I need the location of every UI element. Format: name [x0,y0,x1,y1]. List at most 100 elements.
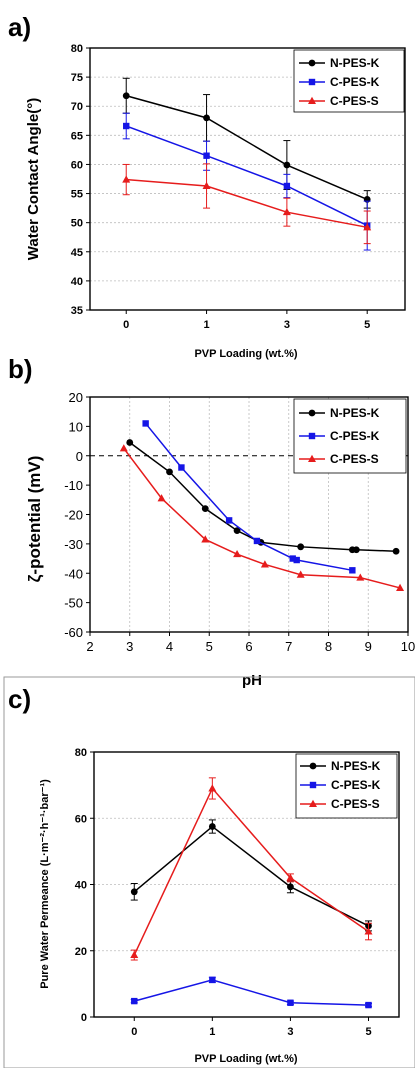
data-point-c-pes-k [294,557,300,563]
y-tick-label: 0 [76,449,83,464]
x-tick-label: 3 [284,319,290,331]
data-point-n-pes-k [297,543,304,550]
x-tick-label: 4 [166,639,173,654]
y-tick-label: 50 [71,218,83,230]
legend-marker-n-pes-k [310,763,317,770]
y-tick-label: -20 [64,508,83,523]
x-tick-label: 8 [325,639,332,654]
x-tick-label: 7 [285,639,292,654]
y-tick-label: 60 [75,813,87,825]
panel-b-y-ticks: -60 -50 -40 -30 -20 -10 0 10 20 [64,390,90,640]
legend-label-c-pes-k: C-PES-K [330,429,380,443]
legend-label-n-pes-k: N-PES-K [330,56,380,70]
legend-marker-c-pes-k [309,433,315,439]
data-point-n-pes-k [203,114,210,121]
data-point-n-pes-k [166,469,173,476]
legend-marker-n-pes-k [309,60,316,67]
legend-marker-n-pes-k [309,410,316,417]
panel-c-y-ticks: 0 20 40 60 80 [75,747,94,1024]
panel-b-x-ticks: 2 3 4 5 6 7 8 9 10 [86,632,415,654]
panel-a-legend: N-PES-K C-PES-K C-PES-S [294,50,404,112]
panel-b: b) -60 -50 -40 -30 -20 -10 0 10 20 2 3 4 5 6 7 8 9 10 pH… [8,354,415,689]
data-point-n-pes-k [393,548,400,555]
y-tick-label: -40 [64,566,83,581]
x-tick-label: 1 [209,1026,215,1038]
data-point-c-pes-k [203,153,209,159]
series-line-n-pes-k [134,827,368,926]
y-tick-label: 45 [71,247,83,259]
x-tick-label: 0 [123,319,129,331]
x-tick-label: 5 [364,319,370,331]
y-tick-label: -10 [64,478,83,493]
data-point-c-pes-k [254,538,260,544]
y-tick-label: 75 [71,72,83,84]
x-tick-label: 6 [245,639,252,654]
legend-label-c-pes-s: C-PES-S [330,452,379,466]
panel-c-y-axis-title: Pure Water Permeance (L·m⁻²·h⁻¹·bar⁻¹) [39,779,51,989]
data-point-c-pes-k [284,183,290,189]
data-point-c-pes-s [122,175,130,182]
data-point-c-pes-k [131,998,137,1004]
data-point-n-pes-k [126,439,133,446]
panel-a-label: a) [8,12,31,42]
y-tick-label: 0 [81,1012,87,1024]
x-tick-label: 1 [203,319,209,331]
panel-b-legend: N-PES-K C-PES-K C-PES-S [294,399,406,473]
data-point-c-pes-k [142,420,148,426]
data-point-n-pes-k [353,546,360,553]
y-tick-label: 40 [75,880,87,892]
panel-c-grid [94,818,399,951]
data-point-c-pes-k [123,123,129,129]
legend-marker-c-pes-k [310,782,316,788]
y-tick-label: -60 [64,625,83,640]
panel-c-x-ticks: 0 1 3 5 [131,1017,371,1038]
data-point-c-pes-k [287,1000,293,1006]
panel-c: c) 0 20 40 60 80 0 1 3 5 PVP Loading (wt.%) Pur… [4,677,415,1068]
y-tick-label: -50 [64,596,83,611]
y-tick-label: 20 [75,946,87,958]
data-point-n-pes-k [209,823,216,830]
x-tick-label: 0 [131,1026,137,1038]
panel-a-x-axis-title: PVP Loading (wt.%) [194,348,297,360]
y-tick-label: 60 [71,159,83,171]
data-point-c-pes-s [208,784,216,791]
data-point-n-pes-k [287,883,294,890]
x-tick-label: 9 [365,639,372,654]
panel-c-x-axis-title: PVP Loading (wt.%) [194,1053,297,1065]
x-tick-label: 5 [206,639,213,654]
data-point-c-pes-s [130,951,138,958]
y-tick-label: 35 [71,305,83,317]
data-point-n-pes-k [202,505,209,512]
y-tick-label: 40 [71,276,83,288]
panel-b-y-axis-title: ζ-potential (mV) [25,456,44,583]
data-point-n-pes-k [123,92,130,99]
panel-a-x-ticks: 0 1 3 5 [123,310,370,331]
x-tick-label: 5 [365,1026,371,1038]
data-point-c-pes-s [120,444,128,451]
data-point-n-pes-k [283,162,290,169]
y-tick-label: 80 [75,747,87,759]
panel-c-label: c) [8,684,31,714]
y-tick-label: -30 [64,537,83,552]
panel-b-x-axis-title: pH [242,672,262,689]
series-line-c-pes-k [134,980,368,1005]
data-point-c-pes-k [209,977,215,983]
x-tick-label: 3 [126,639,133,654]
series-line-c-pes-s [126,180,367,228]
panel-c-legend: N-PES-K C-PES-K C-PES-S [296,754,397,818]
data-point-c-pes-k [349,567,355,573]
y-tick-label: 10 [69,419,83,434]
x-tick-label: 10 [401,639,415,654]
y-tick-label: 20 [69,390,83,405]
legend-label-n-pes-k: N-PES-K [331,759,381,773]
y-tick-label: 80 [71,43,83,55]
panel-a-y-axis-title: Water Contact Angle(°) [25,98,42,260]
data-point-c-pes-k [226,517,232,523]
panel-c-border [4,677,415,1068]
legend-label-n-pes-k: N-PES-K [330,406,380,420]
legend-label-c-pes-s: C-PES-S [330,94,379,108]
data-point-c-pes-k [365,1002,371,1008]
